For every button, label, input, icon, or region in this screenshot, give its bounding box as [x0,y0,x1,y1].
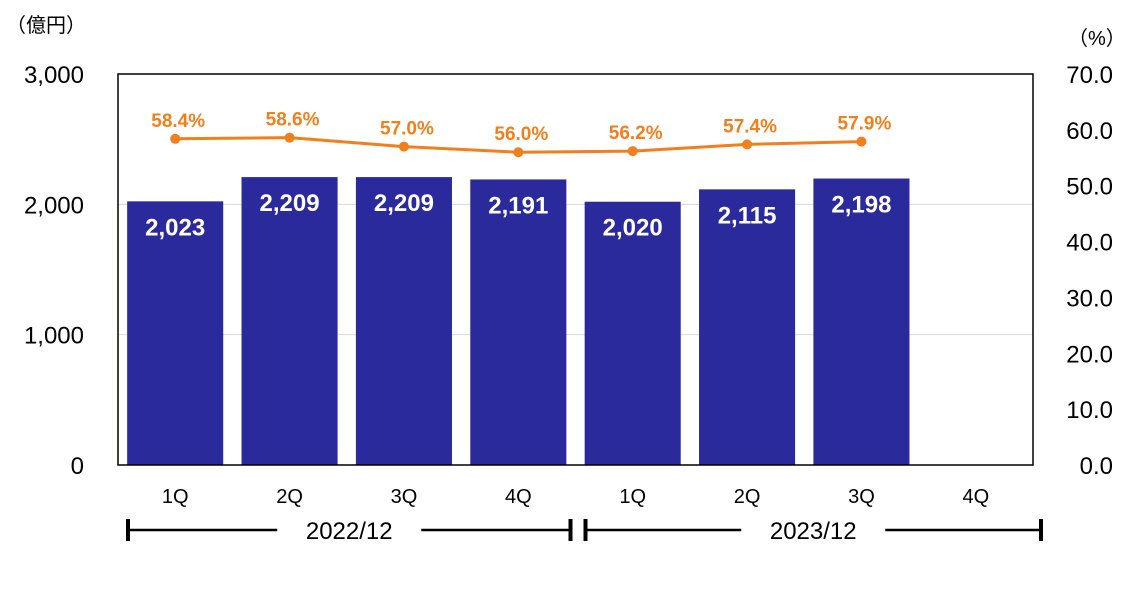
x-tick-label: 2Q [734,486,761,508]
x-tick-label: 4Q [962,486,989,508]
x-tick-label: 1Q [619,486,646,508]
line-series: 58.4% 58.6% 57.0% 56.0% 56.2% 57.4% 57.9% [151,110,891,158]
line-value-label: 57.4% [723,116,777,137]
bar-value-label: 2,020 [603,215,663,242]
x-tick-label: 2Q [276,486,303,508]
x-tick-label: 3Q [391,486,418,508]
x-tick-label: 4Q [505,486,532,508]
left-tick-label: 0 [71,453,84,480]
line-point [627,146,638,157]
bar-value-label: 2,023 [145,214,205,241]
line-point [170,133,181,144]
bar [699,189,796,465]
line-value-label: 58.6% [266,110,320,131]
line-point [284,132,295,143]
bar [584,201,681,465]
right-tick-label: 30.0 [1066,285,1113,312]
right-tick-label: 50.0 [1066,174,1113,201]
period-brackets: 2022/12 2023/12 [126,518,1043,545]
line-value-label: 58.4% [151,111,205,132]
right-tick-label: 70.0 [1066,62,1113,89]
bar-value-label: 2,198 [831,192,891,219]
bar-value-label: 2,209 [374,190,434,217]
plot-frame [117,73,1034,466]
line-value-label: 57.0% [380,119,434,140]
left-axis-unit: （億円） [6,14,86,37]
right-tick-label: 20.0 [1066,341,1113,368]
line-value-label: 56.2% [609,123,663,144]
bar [241,177,338,465]
bar [813,178,910,465]
bar [127,201,224,465]
line-point [742,139,753,150]
x-axis: 1Q 2Q 3Q 4Q 1Q 2Q 3Q 4Q [162,486,989,508]
line-value-label: 56.0% [494,124,548,145]
x-tick-label: 3Q [848,486,875,508]
period-label: 2023/12 [770,518,857,545]
left-tick-label: 2,000 [24,192,84,219]
bar-value-label: 2,191 [488,192,548,219]
left-axis: 0 1,000 2,000 3,000 [24,62,84,480]
left-tick-label: 3,000 [24,62,84,89]
right-axis: 0.0 10.0 20.0 30.0 40.0 50.0 60.0 70.0 [1066,62,1113,480]
bar-value-label: 2,115 [718,202,777,229]
line-point [398,141,409,152]
bar [355,177,452,465]
x-tick-label: 1Q [162,486,189,508]
right-tick-label: 40.0 [1066,230,1113,257]
line-point [513,147,524,158]
bars: 2,023 2,209 2,209 2,191 2,020 2,115 2,198 [127,177,910,465]
period-label: 2022/12 [306,518,393,545]
left-tick-label: 1,000 [24,323,84,350]
bar-value-label: 2,209 [260,190,320,217]
line-value-label: 57.9% [838,114,892,135]
right-tick-label: 10.0 [1066,397,1113,424]
bar [470,179,567,465]
right-axis-unit: （%） [1068,27,1126,50]
line-point [856,136,867,147]
right-tick-label: 60.0 [1066,118,1113,145]
right-tick-label: 0.0 [1080,453,1113,480]
